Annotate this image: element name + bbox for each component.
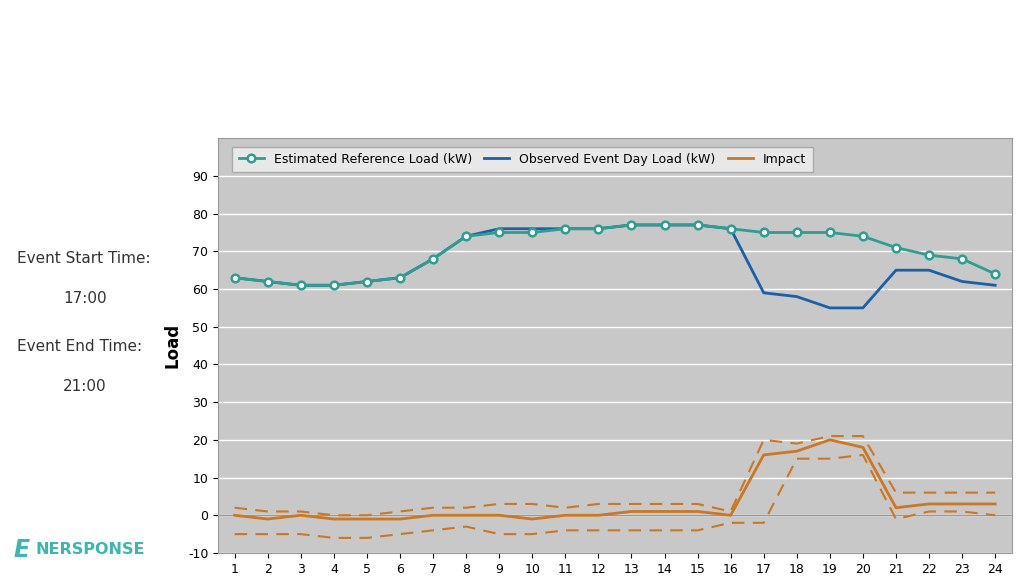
Impact bbox=[890, 504, 902, 511]
Impact bbox=[328, 516, 340, 522]
Impact bbox=[989, 501, 1001, 507]
Line: Estimated Reference Load (kW): Estimated Reference Load (kW) bbox=[230, 221, 999, 289]
Observed Event Day Load (kW) bbox=[758, 289, 770, 296]
Impact bbox=[626, 508, 638, 515]
Observed Event Day Load (kW) bbox=[493, 225, 505, 232]
Line: Impact: Impact bbox=[234, 440, 995, 519]
Impact bbox=[758, 452, 770, 458]
Estimated Reference Load (kW) bbox=[360, 278, 373, 285]
Impact bbox=[691, 508, 703, 515]
Impact bbox=[725, 512, 737, 519]
Estimated Reference Load (kW) bbox=[261, 278, 273, 285]
Text: AVERAGE IMPACTS – February 17, 2021: AVERAGE IMPACTS – February 17, 2021 bbox=[33, 51, 741, 85]
Impact bbox=[592, 512, 604, 519]
Impact bbox=[261, 516, 273, 522]
Text: Event Start Time:: Event Start Time: bbox=[17, 251, 152, 266]
Observed Event Day Load (kW) bbox=[956, 278, 969, 285]
Impact bbox=[526, 516, 539, 522]
Impact bbox=[427, 512, 439, 519]
Line: Observed Event Day Load (kW): Observed Event Day Load (kW) bbox=[234, 225, 995, 308]
Estimated Reference Load (kW) bbox=[460, 233, 472, 240]
Estimated Reference Load (kW) bbox=[890, 244, 902, 251]
Estimated Reference Load (kW) bbox=[791, 229, 803, 236]
Estimated Reference Load (kW) bbox=[691, 222, 703, 229]
Text: NERSPONSE: NERSPONSE bbox=[36, 542, 145, 557]
Impact bbox=[857, 444, 869, 451]
Text: Event End Time:: Event End Time: bbox=[17, 339, 142, 354]
Estimated Reference Load (kW) bbox=[328, 282, 340, 289]
Text: 21:00: 21:00 bbox=[63, 379, 106, 394]
Legend: Estimated Reference Load (kW), Observed Event Day Load (kW), Impact: Estimated Reference Load (kW), Observed … bbox=[232, 146, 813, 172]
Estimated Reference Load (kW) bbox=[394, 274, 407, 281]
Observed Event Day Load (kW) bbox=[691, 222, 703, 229]
Observed Event Day Load (kW) bbox=[857, 305, 869, 312]
Impact bbox=[791, 448, 803, 454]
Observed Event Day Load (kW) bbox=[658, 222, 671, 229]
Observed Event Day Load (kW) bbox=[989, 282, 1001, 289]
Estimated Reference Load (kW) bbox=[823, 229, 836, 236]
Observed Event Day Load (kW) bbox=[360, 278, 373, 285]
Observed Event Day Load (kW) bbox=[559, 225, 571, 232]
Estimated Reference Load (kW) bbox=[923, 252, 935, 259]
Estimated Reference Load (kW) bbox=[559, 225, 571, 232]
Observed Event Day Load (kW) bbox=[328, 282, 340, 289]
Observed Event Day Load (kW) bbox=[592, 225, 604, 232]
Estimated Reference Load (kW) bbox=[626, 222, 638, 229]
Estimated Reference Load (kW) bbox=[956, 255, 969, 262]
Impact bbox=[394, 516, 407, 522]
Observed Event Day Load (kW) bbox=[823, 305, 836, 312]
Text: E: E bbox=[13, 537, 30, 562]
Impact bbox=[559, 512, 571, 519]
Observed Event Day Load (kW) bbox=[427, 255, 439, 262]
Y-axis label: Load: Load bbox=[163, 323, 181, 368]
Impact bbox=[228, 512, 241, 519]
Impact bbox=[493, 512, 505, 519]
Estimated Reference Load (kW) bbox=[758, 229, 770, 236]
Impact bbox=[956, 501, 969, 507]
Observed Event Day Load (kW) bbox=[460, 233, 472, 240]
Estimated Reference Load (kW) bbox=[228, 274, 241, 281]
Estimated Reference Load (kW) bbox=[989, 271, 1001, 278]
Impact bbox=[360, 516, 373, 522]
Observed Event Day Load (kW) bbox=[626, 222, 638, 229]
Impact bbox=[658, 508, 671, 515]
Estimated Reference Load (kW) bbox=[427, 255, 439, 262]
Estimated Reference Load (kW) bbox=[857, 233, 869, 240]
Observed Event Day Load (kW) bbox=[725, 225, 737, 232]
Observed Event Day Load (kW) bbox=[526, 225, 539, 232]
Estimated Reference Load (kW) bbox=[725, 225, 737, 232]
Impact bbox=[460, 512, 472, 519]
Observed Event Day Load (kW) bbox=[791, 293, 803, 300]
Impact bbox=[923, 501, 935, 507]
Observed Event Day Load (kW) bbox=[890, 267, 902, 274]
Estimated Reference Load (kW) bbox=[592, 225, 604, 232]
Impact bbox=[295, 512, 307, 519]
Observed Event Day Load (kW) bbox=[923, 267, 935, 274]
Observed Event Day Load (kW) bbox=[295, 282, 307, 289]
Observed Event Day Load (kW) bbox=[261, 278, 273, 285]
Impact bbox=[823, 437, 836, 444]
Estimated Reference Load (kW) bbox=[493, 229, 505, 236]
Estimated Reference Load (kW) bbox=[658, 222, 671, 229]
Estimated Reference Load (kW) bbox=[526, 229, 539, 236]
Observed Event Day Load (kW) bbox=[394, 274, 407, 281]
Text: 17:00: 17:00 bbox=[63, 291, 106, 306]
Estimated Reference Load (kW) bbox=[295, 282, 307, 289]
Observed Event Day Load (kW) bbox=[228, 274, 241, 281]
